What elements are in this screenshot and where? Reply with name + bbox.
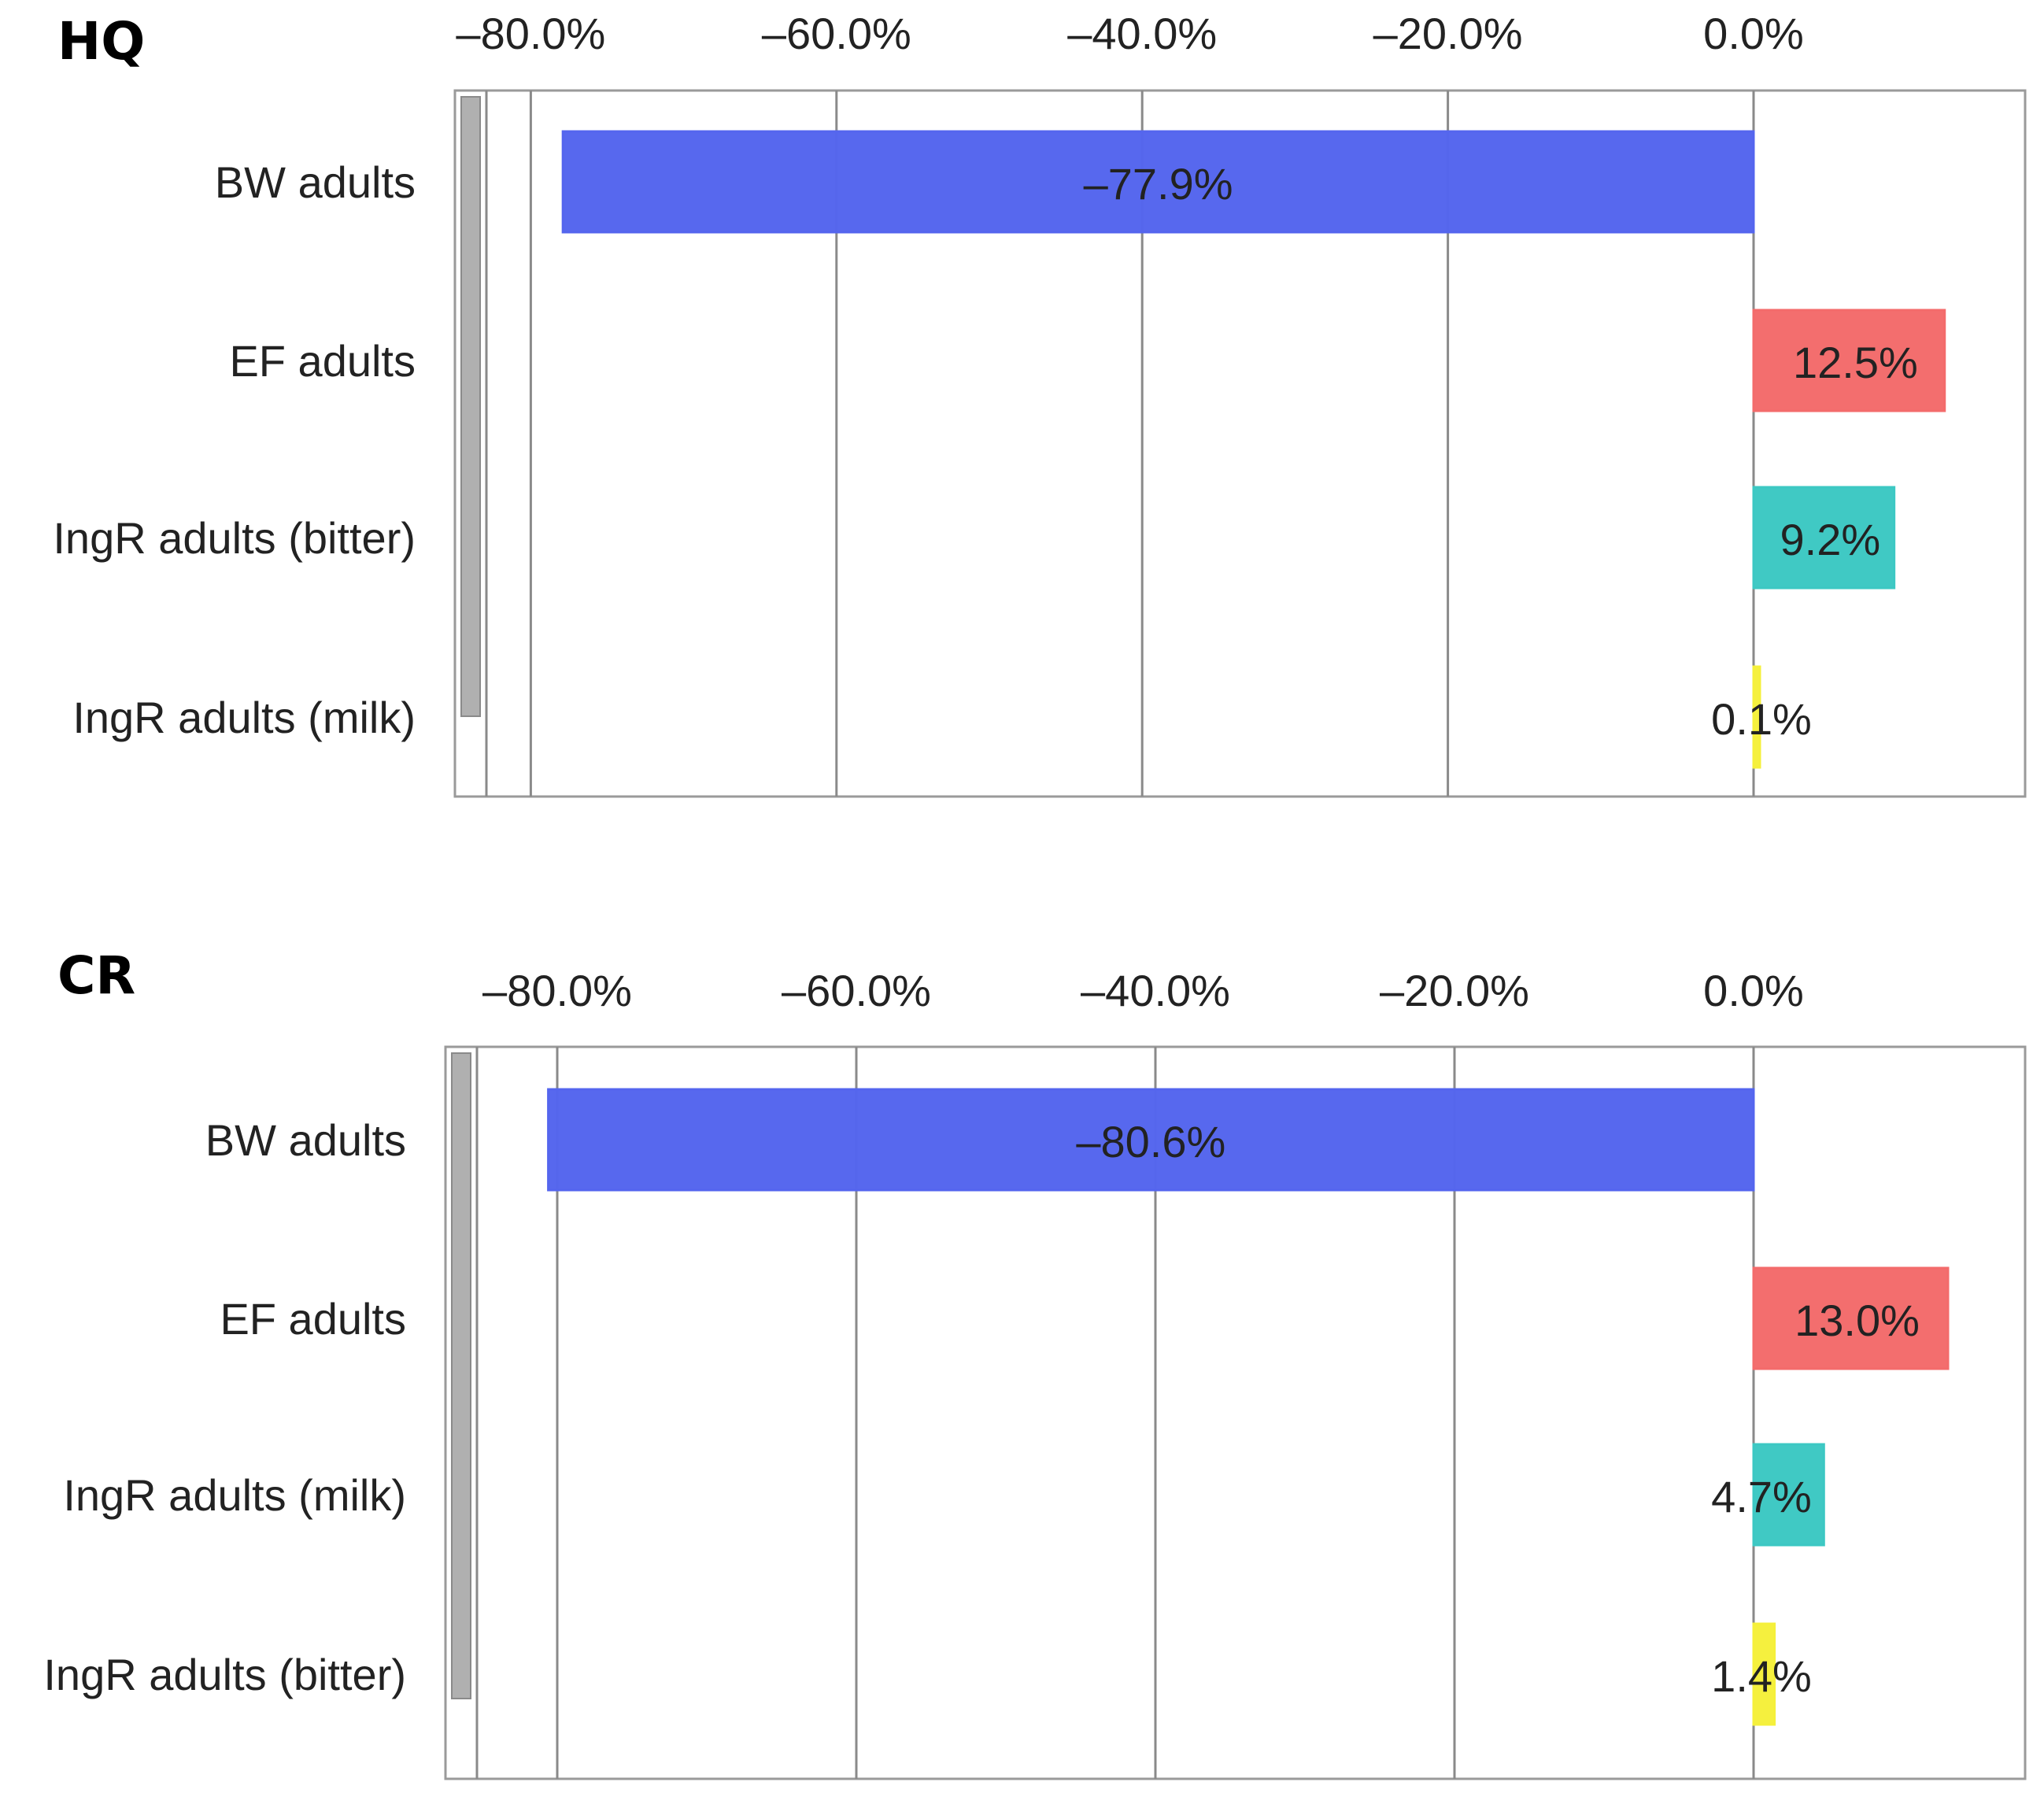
bar xyxy=(1752,486,1896,590)
bar-value-label: 1.4% xyxy=(1711,1651,1812,1701)
x-tick-label: –40.0% xyxy=(1067,9,1217,58)
category-label: IngR adults (bitter) xyxy=(53,513,416,563)
category-label: BW adults xyxy=(215,157,416,207)
x-tick-label: –60.0% xyxy=(762,9,911,58)
bar-value-label: 0.1% xyxy=(1711,694,1812,744)
x-tick-label: –80.0% xyxy=(456,9,605,58)
left-gutter-bar xyxy=(451,1052,471,1699)
bar-value-label: 4.7% xyxy=(1711,1472,1812,1521)
bar-value-label: 9.2% xyxy=(1780,515,1881,564)
bar xyxy=(1752,1266,1950,1370)
bar-value-label: 12.5% xyxy=(1793,338,1918,387)
bar xyxy=(1752,1443,1825,1547)
bar xyxy=(1752,665,1761,769)
panel-title: HQ xyxy=(57,11,145,72)
x-tick-label: –60.0% xyxy=(782,966,931,1015)
panel-title: CR xyxy=(57,945,135,1006)
bar-value-label: –80.6% xyxy=(1076,1117,1225,1166)
chart-panel-cr: CR –80.0% –60.0% –40.0% –20.0% 0.0% BW adults –… xyxy=(43,945,2027,1780)
bar-value-label: 13.0% xyxy=(1795,1296,1920,1345)
bar xyxy=(547,1088,1755,1192)
left-gutter-bar xyxy=(460,96,481,717)
x-tick-label: 0.0% xyxy=(1703,966,1804,1015)
x-tick-label: –40.0% xyxy=(1081,966,1230,1015)
x-tick-label: –20.0% xyxy=(1380,966,1529,1015)
x-tick-label: –20.0% xyxy=(1373,9,1523,58)
x-tick-label: –80.0% xyxy=(482,966,632,1015)
category-label: IngR adults (bitter) xyxy=(43,1650,406,1699)
category-label: EF adults xyxy=(220,1294,406,1344)
bar xyxy=(1752,1622,1776,1726)
bar xyxy=(561,130,1755,234)
category-label: IngR adults (milk) xyxy=(72,693,416,742)
chart-panel-hq: HQ –80.0% –60.0% –40.0% –20.0% 0.0% BW adults –… xyxy=(53,9,2027,798)
x-tick-label: 0.0% xyxy=(1703,9,1804,58)
category-label: BW adults xyxy=(205,1115,406,1165)
category-label: EF adults xyxy=(229,336,416,386)
bar-value-label: –77.9% xyxy=(1084,159,1233,209)
bar xyxy=(1752,309,1946,412)
category-label: IngR adults (milk) xyxy=(63,1470,406,1520)
